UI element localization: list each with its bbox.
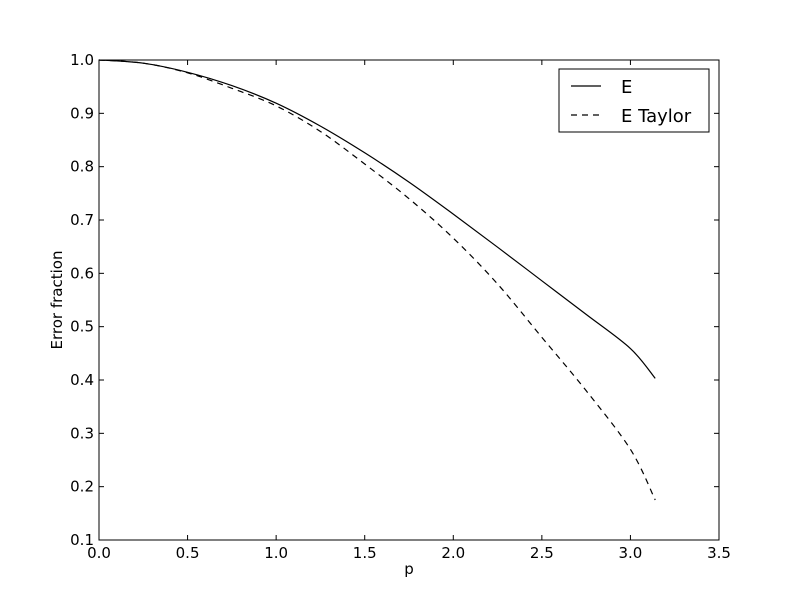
y-tick-label: 0.1	[70, 531, 94, 549]
tick-labels-layer: 0.0 0.5 1.0 1.5 2.0 2.5 3.0 3.5 0.1 0.2 0.3 0.4 0.5 0…	[70, 51, 731, 562]
y-tick-label: 0.2	[70, 478, 94, 496]
x-tick-label: 0.5	[176, 544, 200, 562]
x-tick-label: 2.5	[530, 544, 554, 562]
legend-label-e: E	[621, 77, 632, 98]
y-axis-label: Error fraction	[48, 251, 66, 350]
y-tick-label: 1.0	[70, 51, 94, 69]
series-layer	[98, 59, 656, 501]
series-line-e-taylor	[98, 59, 656, 501]
plot-area-background	[99, 60, 719, 540]
x-tick-label: 1.5	[353, 544, 377, 562]
legend-label-e-taylor: E Taylor	[621, 106, 692, 127]
plot-area-frame	[98, 59, 720, 541]
x-tick-label: 3.0	[618, 544, 642, 562]
legend-box	[558, 68, 710, 133]
x-tick-label: 2.0	[441, 544, 465, 562]
y-tick-label: 0.5	[70, 318, 94, 336]
y-tick-label: 0.8	[70, 158, 94, 176]
x-axis-label: p	[404, 560, 414, 578]
legend: E E Taylor	[558, 68, 710, 133]
y-tick-label: 0.9	[70, 104, 94, 122]
x-tick-label: 0.0	[87, 544, 111, 562]
x-tick-label: 3.5	[707, 544, 731, 562]
y-tick-label: 0.6	[70, 264, 94, 282]
y-tick-label: 0.4	[70, 371, 94, 389]
y-tick-label: 0.7	[70, 211, 94, 229]
y-tick-label: 0.3	[70, 424, 94, 442]
x-tick-label: 1.0	[264, 544, 288, 562]
series-line-e	[98, 59, 656, 379]
